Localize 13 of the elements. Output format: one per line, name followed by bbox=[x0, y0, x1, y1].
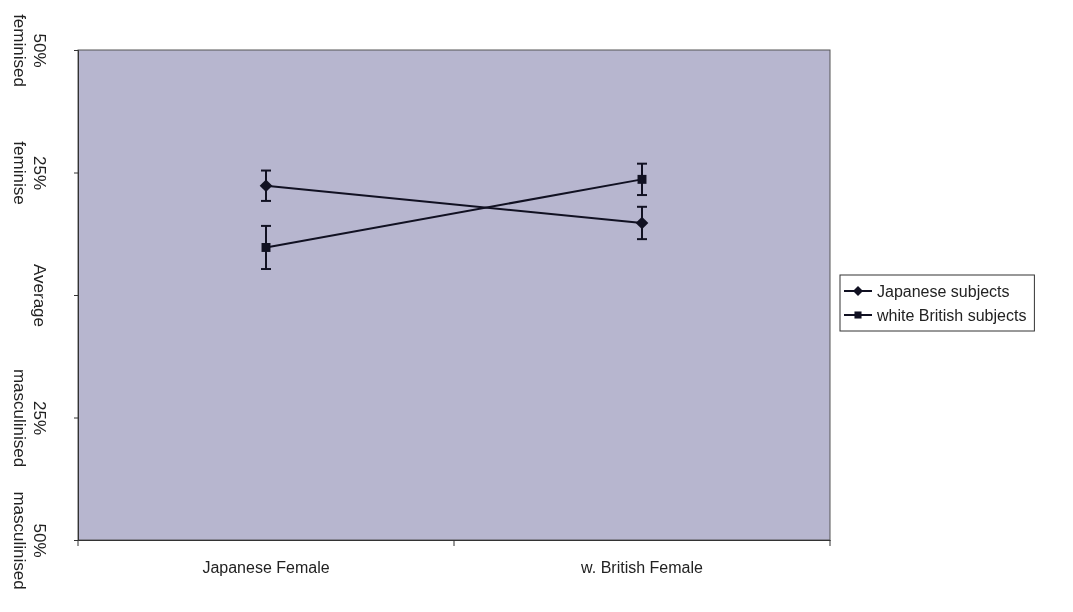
legend-label: Japanese subjects bbox=[877, 282, 1010, 300]
point bbox=[259, 179, 273, 193]
x-tick-label: w. British Female bbox=[580, 559, 704, 577]
y-tick-label: 50% masculinised bbox=[10, 491, 49, 590]
point bbox=[635, 216, 649, 230]
point bbox=[637, 174, 647, 184]
y-tick-label: 25% feminise bbox=[10, 141, 49, 205]
x-tick-label: Japanese Female bbox=[202, 559, 330, 577]
y-tick-label: 25% masculinised bbox=[10, 368, 49, 468]
legend-label: white British subjects bbox=[876, 306, 1027, 324]
point bbox=[261, 243, 271, 252]
y-tick-label: Average bbox=[30, 263, 50, 328]
y-tick-label: 50% feminised bbox=[10, 14, 49, 87]
